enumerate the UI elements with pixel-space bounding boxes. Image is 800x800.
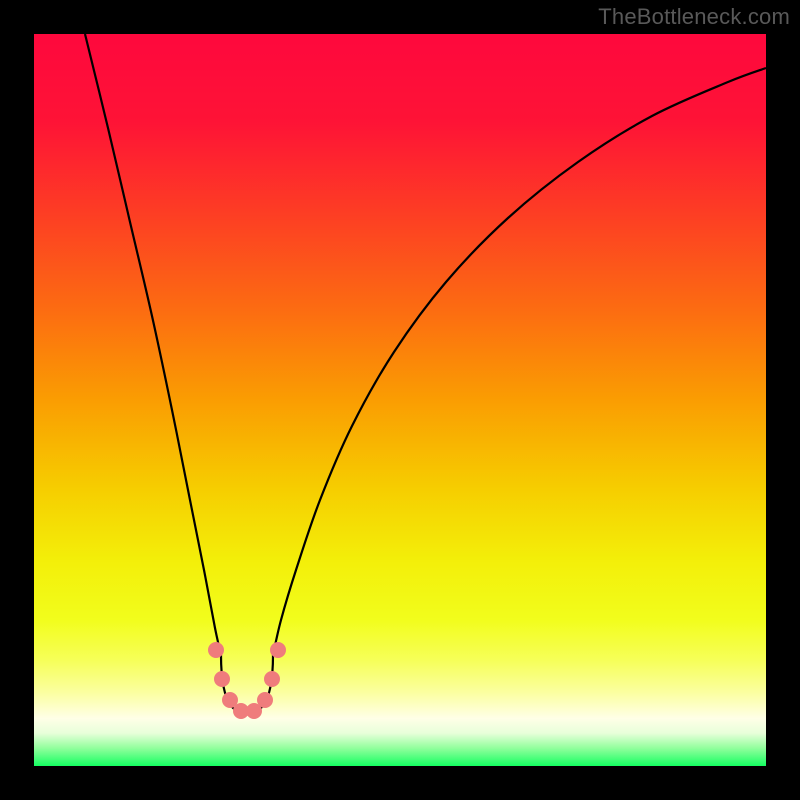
plot-background [34,34,766,766]
chart-stage: TheBottleneck.com [0,0,800,800]
data-marker [223,693,238,708]
bottleneck-chart-svg [0,0,800,800]
watermark-label: TheBottleneck.com [598,4,790,30]
data-marker [271,643,286,658]
data-marker [265,672,280,687]
data-marker [209,643,224,658]
data-marker [215,672,230,687]
data-marker [258,693,273,708]
data-marker [247,704,262,719]
